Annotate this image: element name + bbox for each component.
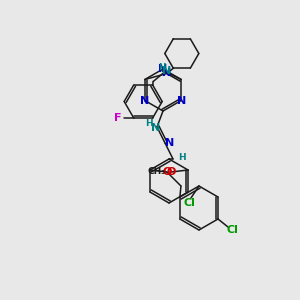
Text: H: H	[178, 152, 186, 161]
Text: N: N	[140, 95, 149, 106]
Text: H: H	[158, 63, 166, 72]
Text: N: N	[162, 67, 171, 76]
Text: Cl: Cl	[183, 198, 195, 208]
Text: O: O	[162, 167, 172, 177]
Text: F: F	[114, 113, 122, 123]
Text: N: N	[165, 138, 175, 148]
Text: N: N	[158, 64, 168, 74]
Text: Cl: Cl	[226, 225, 238, 235]
Text: H: H	[145, 119, 153, 128]
Text: O: O	[167, 167, 176, 177]
Text: N: N	[177, 95, 186, 106]
Text: CH₃: CH₃	[148, 167, 166, 176]
Text: N: N	[162, 68, 171, 79]
Text: N: N	[152, 123, 160, 133]
